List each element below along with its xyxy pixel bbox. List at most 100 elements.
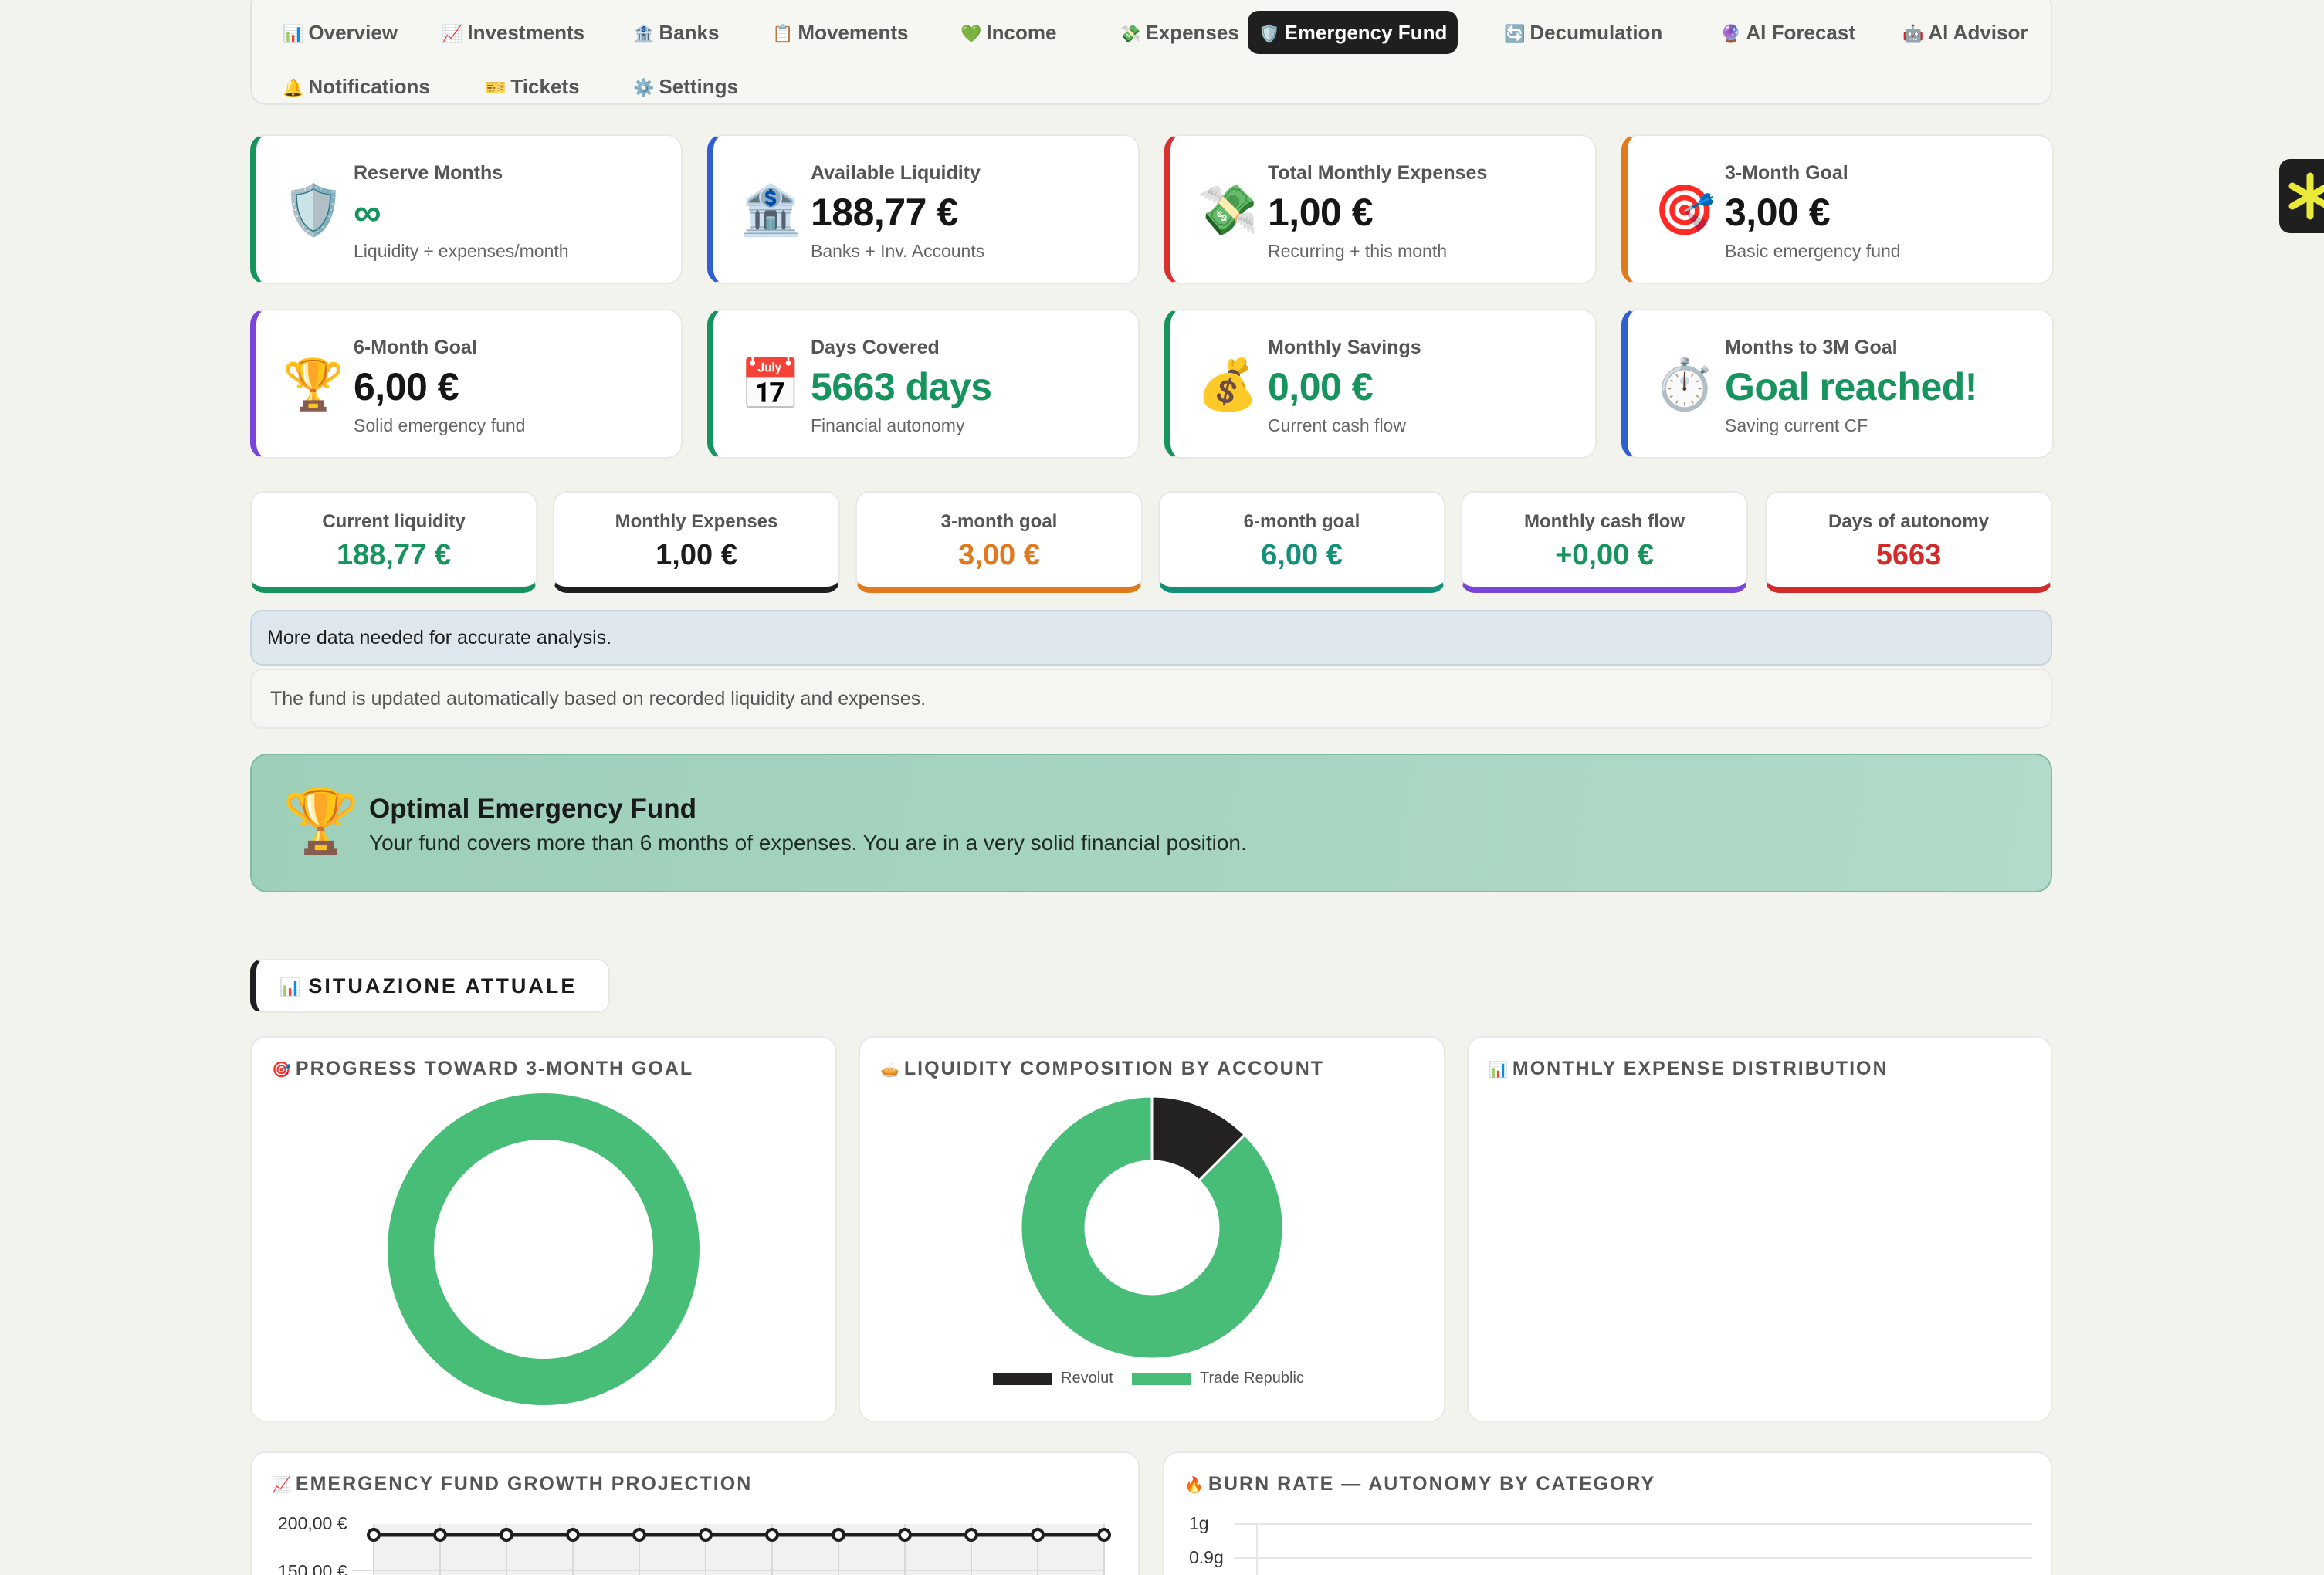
summary-value: 188,77 € bbox=[337, 539, 451, 571]
data-point[interactable] bbox=[832, 1528, 845, 1542]
top-nav: 📊 Overview 📈 Investments 🏦 Banks 📋 Movements 💚 In… bbox=[250, 0, 2052, 105]
tab-label: Notifications bbox=[308, 75, 430, 98]
card-value: 3,00 € bbox=[1725, 191, 1831, 234]
legend-swatch bbox=[1132, 1372, 1191, 1385]
card-label: 3-Month Goal bbox=[1725, 162, 1848, 184]
card-monthly-savings: 💰 Monthly Savings 0,00 € Current cash flow bbox=[1164, 309, 1597, 459]
tab-icon: 🔄 bbox=[1504, 24, 1526, 43]
summary-label: Days of autonomy bbox=[1828, 511, 1990, 532]
card-three-month-goal: 🎯 3-Month Goal 3,00 € Basic emergency fund bbox=[1621, 134, 2054, 284]
status-banner: 🏆 Optimal Emergency Fund Your fund cover… bbox=[250, 754, 2052, 892]
tab-investments[interactable]: 📈 Investments bbox=[431, 11, 595, 54]
card-icon: 📅 bbox=[740, 357, 801, 412]
card-label: Total Monthly Expenses bbox=[1268, 162, 1488, 184]
tab-decumulation[interactable]: 🔄 Decumulation bbox=[1493, 11, 1673, 54]
tab-icon: 🔔 bbox=[283, 78, 304, 97]
burn-rate-grid bbox=[1234, 1523, 2032, 1575]
tab-overview[interactable]: 📊 Overview bbox=[272, 11, 408, 54]
composition-donut-chart bbox=[1019, 1095, 1285, 1360]
card-subtitle: Current cash flow bbox=[1268, 415, 1406, 435]
tab-movements[interactable]: 📋 Movements bbox=[761, 11, 919, 54]
tab-income[interactable]: 💚 Income bbox=[950, 11, 1067, 54]
tab-icon: 🔮 bbox=[1720, 24, 1742, 43]
data-point[interactable] bbox=[566, 1528, 580, 1542]
card-value: 188,77 € bbox=[811, 191, 958, 234]
card-value: 5663 days bbox=[811, 365, 992, 408]
section-header: 📊 SITUAZIONE ATTUALE bbox=[250, 959, 610, 1013]
card-value: Goal reached! bbox=[1725, 365, 1977, 408]
card-subtitle: Financial autonomy bbox=[811, 415, 965, 435]
tab-settings[interactable]: ⚙️ Settings bbox=[622, 65, 749, 108]
tab-emergency-fund[interactable]: 🛡️ Emergency Fund bbox=[1248, 11, 1458, 54]
card-label: Monthly Savings bbox=[1268, 337, 1421, 358]
progress-slice-0[interactable] bbox=[388, 1093, 700, 1405]
legend-item-revolut[interactable]: Revolut bbox=[993, 1370, 1113, 1387]
y-tick-label: 150,00 € bbox=[278, 1561, 347, 1575]
tab-icon: 💸 bbox=[1120, 24, 1141, 43]
tab-icon: 🛡️ bbox=[1259, 24, 1280, 43]
legend-label: Revolut bbox=[1061, 1370, 1113, 1387]
data-point[interactable] bbox=[898, 1528, 912, 1542]
data-point[interactable] bbox=[500, 1528, 513, 1542]
bar-chart-icon: 📊 bbox=[1489, 1062, 1508, 1079]
data-point[interactable] bbox=[433, 1528, 447, 1542]
composition-panel: 🥧 LIQUIDITY COMPOSITION BY ACCOUNT Revolu… bbox=[859, 1036, 1445, 1422]
tab-ai-forecast[interactable]: 🔮 AI Forecast bbox=[1709, 11, 1866, 54]
projection-panel: 📈 EMERGENCY FUND GROWTH PROJECTION 200,00… bbox=[250, 1451, 1140, 1575]
card-label: Months to 3M Goal bbox=[1725, 337, 1898, 358]
tab-label: Investments bbox=[467, 21, 585, 44]
tab-label: Banks bbox=[659, 21, 720, 44]
card-icon: ⏱️ bbox=[1654, 357, 1716, 412]
tab-expenses[interactable]: 💸 Expenses bbox=[1109, 11, 1250, 54]
card-subtitle: Liquidity ÷ expenses/month bbox=[354, 241, 569, 261]
card-icon: 💸 bbox=[1197, 182, 1259, 238]
tab-icon: ⚙️ bbox=[633, 78, 655, 97]
data-point[interactable] bbox=[1097, 1528, 1111, 1542]
data-point[interactable] bbox=[1031, 1528, 1045, 1542]
summary-label: 3-month goal bbox=[940, 511, 1058, 532]
panel-title: BURN RATE — AUTONOMY BY CATEGORY bbox=[1208, 1473, 1656, 1495]
tab-label: AI Forecast bbox=[1746, 21, 1856, 44]
card-total-monthly-expenses: 💸 Total Monthly Expenses 1,00 € Recurring +… bbox=[1164, 134, 1597, 284]
card-months-to-goal: ⏱️ Months to 3M Goal Goal reached! Saving c… bbox=[1621, 309, 2054, 459]
tab-banks[interactable]: 🏦 Banks bbox=[622, 11, 730, 54]
tab-icon: 💚 bbox=[960, 24, 982, 43]
data-point[interactable] bbox=[964, 1528, 978, 1542]
fire-icon: 🔥 bbox=[1184, 1477, 1204, 1494]
tab-icon: 🏦 bbox=[633, 24, 655, 43]
summary-label: Current liquidity bbox=[322, 511, 466, 532]
legend-swatch bbox=[993, 1372, 1052, 1385]
chart-icon: 📊 bbox=[279, 977, 301, 997]
summary-6-month-goal: 6-month goal 6,00 € bbox=[1158, 491, 1445, 593]
summary-value: 1,00 € bbox=[656, 539, 737, 571]
tab-label: Emergency Fund bbox=[1284, 21, 1448, 44]
card-subtitle: Recurring + this month bbox=[1268, 241, 1448, 261]
legend-item-trade-republic[interactable]: Trade Republic bbox=[1132, 1370, 1304, 1387]
summary-value: +0,00 € bbox=[1555, 539, 1654, 571]
tab-tickets[interactable]: 🎫 Tickets bbox=[474, 65, 591, 108]
asterisk-icon bbox=[2288, 172, 2324, 220]
tab-label: Tickets bbox=[510, 75, 580, 98]
tab-ai-advisor[interactable]: 🤖 AI Advisor bbox=[1892, 11, 2038, 54]
data-notice: More data needed for accurate analysis. bbox=[250, 610, 2052, 666]
composition-slice-1[interactable] bbox=[1019, 1095, 1285, 1360]
data-point[interactable] bbox=[367, 1528, 381, 1542]
data-point[interactable] bbox=[699, 1528, 713, 1542]
side-widget-tab[interactable] bbox=[2279, 159, 2324, 233]
section-title: SITUAZIONE ATTUALE bbox=[308, 974, 578, 998]
tab-icon: 📋 bbox=[772, 24, 794, 43]
tab-notifications[interactable]: 🔔 Notifications bbox=[272, 65, 441, 108]
tab-icon: 🤖 bbox=[1902, 24, 1924, 43]
card-label: 6-Month Goal bbox=[354, 337, 477, 358]
card-icon: 🏆 bbox=[283, 357, 344, 412]
summary-monthly-expenses: Monthly Expenses 1,00 € bbox=[553, 491, 840, 593]
tab-label: AI Advisor bbox=[1928, 21, 2028, 44]
summary-label: 6-month goal bbox=[1243, 511, 1360, 532]
panel-title: LIQUIDITY COMPOSITION BY ACCOUNT bbox=[903, 1058, 1325, 1079]
card-label: Days Covered bbox=[811, 337, 940, 358]
distribution-panel: 📊 MONTHLY EXPENSE DISTRIBUTION bbox=[1467, 1036, 2052, 1422]
data-point[interactable] bbox=[765, 1528, 779, 1542]
data-point[interactable] bbox=[632, 1528, 646, 1542]
y-tick-label: 0.9g bbox=[1189, 1547, 1224, 1567]
card-label: Reserve Months bbox=[354, 162, 503, 184]
